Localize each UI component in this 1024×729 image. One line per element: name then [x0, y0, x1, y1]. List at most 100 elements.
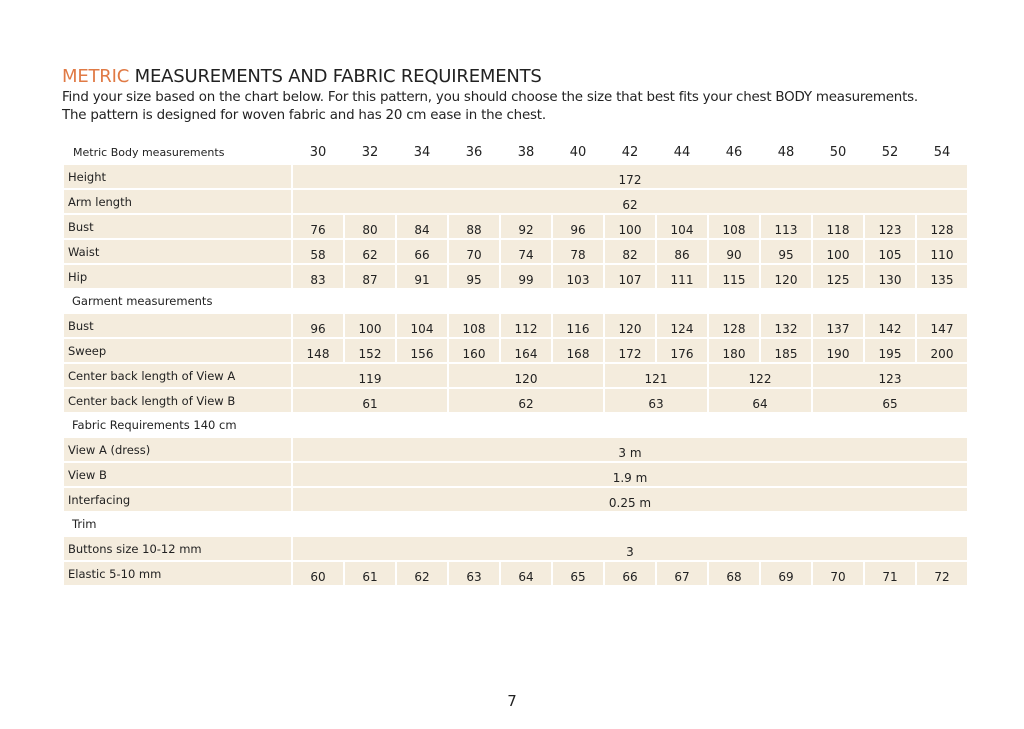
section-row: Garment measurements	[64, 290, 967, 312]
cell: 105	[865, 240, 915, 263]
cell: 108	[709, 215, 759, 238]
cell: 104	[657, 215, 707, 238]
cell: 96	[293, 314, 343, 337]
cell: 3	[293, 537, 967, 560]
cell: 1.9 m	[293, 463, 967, 486]
size-header: 42	[621, 144, 639, 160]
cell: 74	[501, 240, 551, 263]
cell: 70	[449, 240, 499, 263]
cell: 115	[709, 265, 759, 288]
row-label: Buttons size 10-12 mm	[64, 537, 291, 560]
cell: 62	[345, 240, 395, 263]
cell: 82	[605, 240, 655, 263]
size-header: 48	[777, 144, 795, 160]
cell: 124	[657, 314, 707, 337]
cell: 91	[397, 265, 447, 288]
cell: 172	[605, 339, 655, 362]
cell: 168	[553, 339, 603, 362]
cell: 64	[709, 389, 811, 412]
data-row: Height 172	[64, 165, 967, 188]
data-row: Center back length of View A 119 120 121 122…	[64, 364, 967, 387]
data-row: Hip 83 87 91 95 99 103 107 111 115 120 125 130 135	[64, 265, 967, 288]
size-header: 32	[361, 144, 379, 160]
cell: 142	[865, 314, 915, 337]
cell: 104	[397, 314, 447, 337]
section-label: Trim	[72, 517, 97, 531]
cell: 58	[293, 240, 343, 263]
cell: 132	[761, 314, 811, 337]
section-row: Fabric Requirements 140 cm	[64, 414, 967, 436]
row-label: View B	[64, 463, 291, 486]
header-label: Metric Body measurements	[73, 146, 225, 159]
title-accent: METRIC	[62, 66, 130, 87]
cell: 190	[813, 339, 863, 362]
cell: 90	[709, 240, 759, 263]
cell: 87	[345, 265, 395, 288]
cell: 200	[917, 339, 967, 362]
cell: 100	[605, 215, 655, 238]
cell: 121	[605, 364, 707, 387]
cell: 62	[449, 389, 603, 412]
row-label: Elastic 5-10 mm	[64, 562, 291, 585]
size-header: 44	[673, 144, 691, 160]
row-label: Waist	[64, 240, 291, 263]
cell: 148	[293, 339, 343, 362]
cell: 68	[709, 562, 759, 585]
cell: 137	[813, 314, 863, 337]
cell: 78	[553, 240, 603, 263]
cell: 69	[761, 562, 811, 585]
cell: 66	[605, 562, 655, 585]
cell: 62	[293, 190, 967, 213]
cell: 62	[397, 562, 447, 585]
row-label: Bust	[64, 314, 291, 337]
cell: 119	[293, 364, 447, 387]
cell: 103	[553, 265, 603, 288]
cell: 147	[917, 314, 967, 337]
data-row: Buttons size 10-12 mm 3	[64, 537, 967, 560]
cell: 3 m	[293, 438, 967, 461]
cell: 160	[449, 339, 499, 362]
title-text: MEASUREMENTS AND FABRIC REQUIREMENTS	[134, 66, 542, 87]
cell: 67	[657, 562, 707, 585]
cell: 83	[293, 265, 343, 288]
row-label: Bust	[64, 215, 291, 238]
cell: 123	[865, 215, 915, 238]
cell: 95	[449, 265, 499, 288]
cell: 95	[761, 240, 811, 263]
cell: 99	[501, 265, 551, 288]
cell: 110	[917, 240, 967, 263]
size-header: 40	[569, 144, 587, 160]
cell: 120	[761, 265, 811, 288]
cell: 72	[917, 562, 967, 585]
size-header: 52	[881, 144, 899, 160]
cell: 86	[657, 240, 707, 263]
cell: 118	[813, 215, 863, 238]
cell: 100	[813, 240, 863, 263]
cell: 185	[761, 339, 811, 362]
cell: 84	[397, 215, 447, 238]
size-header: 34	[413, 144, 431, 160]
data-row: View B 1.9 m	[64, 463, 967, 486]
section-label: Fabric Requirements 140 cm	[72, 418, 237, 432]
cell: 61	[345, 562, 395, 585]
size-header: 46	[725, 144, 743, 160]
data-row: Elastic 5-10 mm 60 61 62 63 64 65 66 67 68 69 70 71 7…	[64, 562, 967, 585]
cell: 152	[345, 339, 395, 362]
cell: 122	[709, 364, 811, 387]
cell: 70	[813, 562, 863, 585]
row-label: Center back length of View A	[64, 364, 291, 387]
cell: 112	[501, 314, 551, 337]
cell: 128	[709, 314, 759, 337]
cell: 128	[917, 215, 967, 238]
cell: 135	[917, 265, 967, 288]
data-row: Arm length 62	[64, 190, 967, 213]
cell: 130	[865, 265, 915, 288]
header-row: Metric Body measurements 30 32 34 36 38 40 42 44…	[64, 142, 967, 163]
cell: 64	[501, 562, 551, 585]
cell: 71	[865, 562, 915, 585]
cell: 66	[397, 240, 447, 263]
size-table: Metric Body measurements 30 32 34 36 38 40 42 44…	[62, 140, 969, 587]
cell: 172	[293, 165, 967, 188]
page-number: 7	[507, 692, 517, 710]
cell: 100	[345, 314, 395, 337]
